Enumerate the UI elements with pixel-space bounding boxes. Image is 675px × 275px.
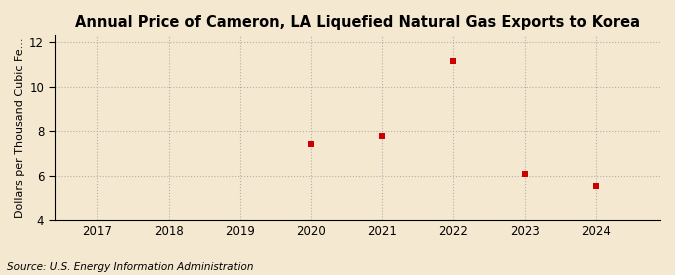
Point [306, 142, 317, 146]
Point [448, 59, 459, 64]
Point [591, 184, 601, 188]
Y-axis label: Dollars per Thousand Cubic Fe...: Dollars per Thousand Cubic Fe... [15, 37, 25, 218]
Point [377, 134, 387, 138]
Title: Annual Price of Cameron, LA Liquefied Natural Gas Exports to Korea: Annual Price of Cameron, LA Liquefied Na… [75, 15, 640, 30]
Text: Source: U.S. Energy Information Administration: Source: U.S. Energy Information Administ… [7, 262, 253, 272]
Point [519, 172, 530, 176]
